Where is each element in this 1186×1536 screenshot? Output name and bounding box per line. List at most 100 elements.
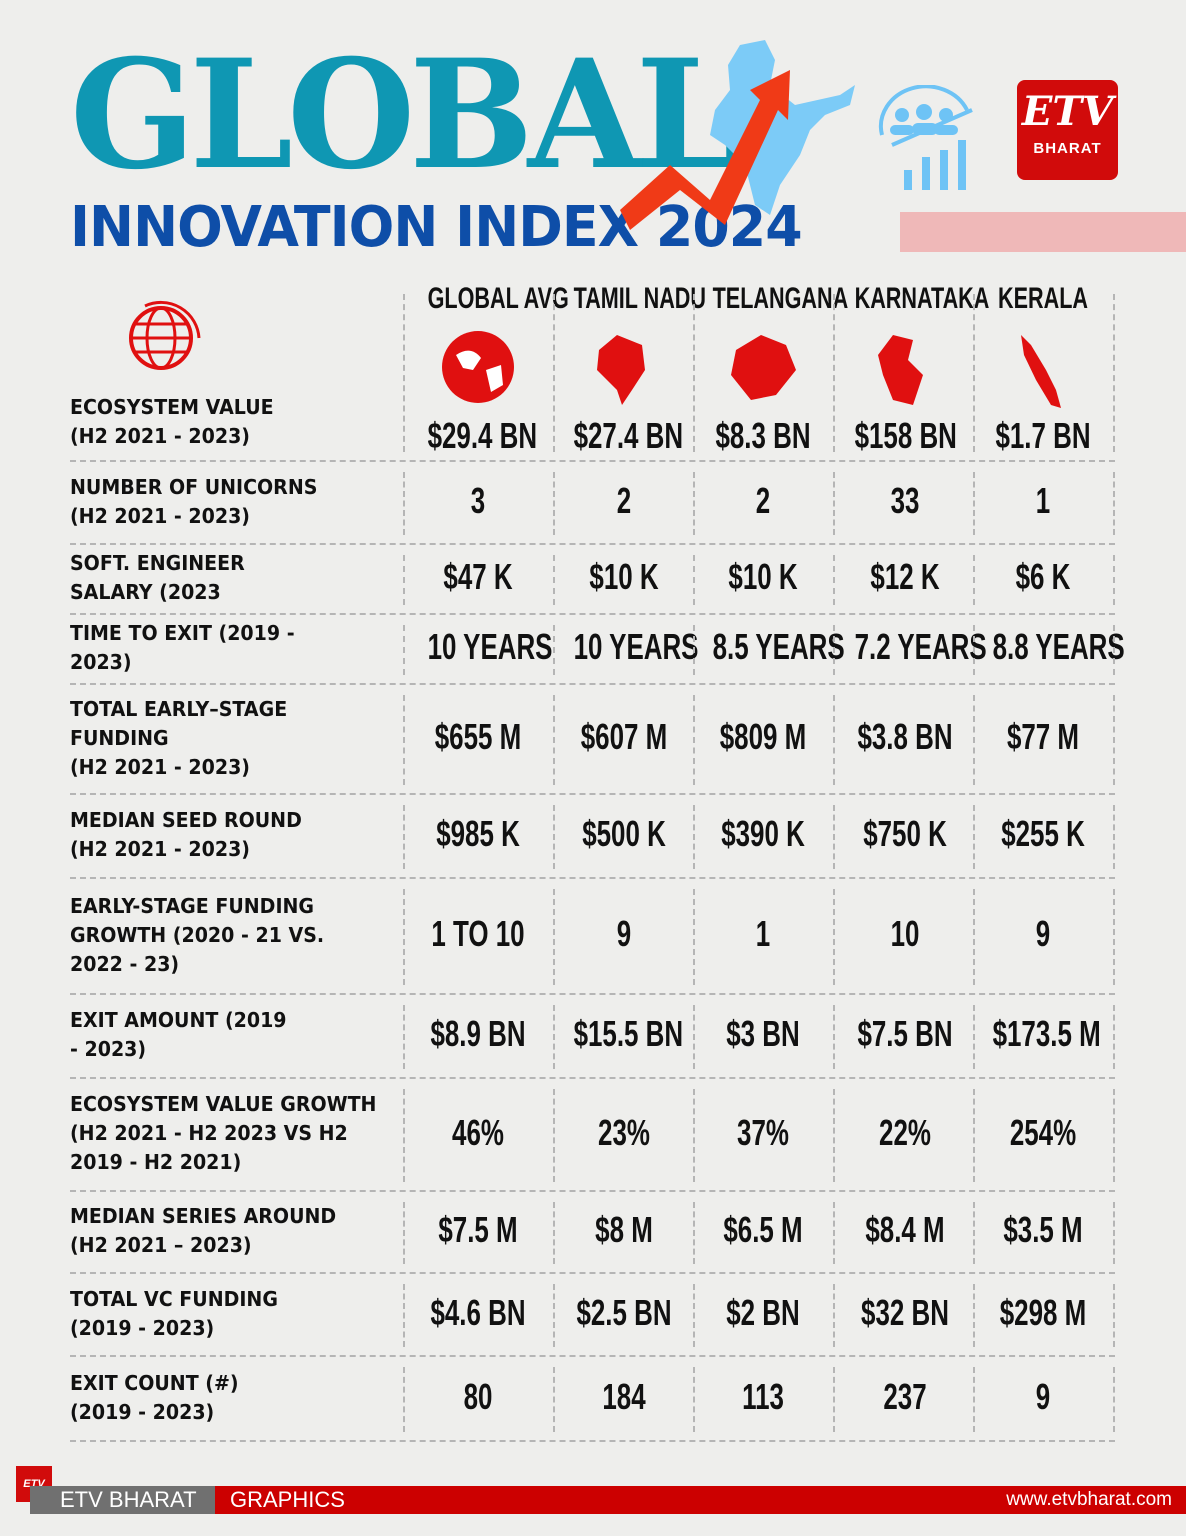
column-divider	[693, 1089, 695, 1182]
column-header-global-avg: GLOBAL AVG	[427, 282, 569, 315]
cell-telangana: 113	[742, 1375, 784, 1417]
cell-telangana: $8.3 BN	[715, 415, 811, 456]
row-label: TOTAL VC FUNDING (2019 - 2023)	[70, 1286, 278, 1340]
column-divider	[693, 695, 695, 785]
cell-karnataka: 237	[883, 1375, 927, 1417]
row-divider	[70, 1077, 1115, 1079]
footer-url: www.etvbharat.com	[1006, 1489, 1172, 1510]
column-header-tamil-nadu: TAMIL NADU	[573, 282, 706, 315]
cell-telangana: $809 M	[719, 716, 807, 757]
row-label: TIME TO EXIT (2019 - 2023)	[70, 621, 295, 674]
column-divider	[693, 625, 695, 675]
india-growth-arrow-icon	[620, 40, 855, 230]
column-divider	[973, 1005, 975, 1069]
column-divider	[833, 889, 835, 985]
cell-kerala: $3.5 M	[1003, 1209, 1083, 1250]
footer-section-bar	[215, 1486, 1186, 1514]
column-divider	[833, 294, 835, 452]
karnataka-map-icon	[878, 335, 923, 405]
cell-karnataka: $32 BN	[861, 1291, 949, 1333]
row-divider	[70, 877, 1115, 879]
cell-tamil-nadu: 23%	[598, 1111, 650, 1153]
row-label: SOFT. ENGINEER SALARY (2023	[70, 551, 245, 604]
cell-kerala: 8.8 YEARS	[992, 626, 1125, 667]
column-header-karnataka: KARNATAKA	[854, 282, 990, 315]
cell-global-avg: 10 YEARS	[427, 626, 553, 667]
footer-brand-bar	[30, 1486, 215, 1514]
cell-global-avg: 80	[463, 1375, 493, 1417]
column-divider	[553, 889, 555, 985]
globe-icon	[129, 300, 201, 370]
cell-telangana: $2 BN	[726, 1291, 800, 1333]
cell-karnataka: $7.5 BN	[857, 1013, 953, 1054]
column-divider	[1113, 294, 1115, 452]
cell-kerala: $173.5 M	[992, 1013, 1101, 1054]
column-divider	[553, 555, 555, 605]
column-divider	[833, 695, 835, 785]
row-label: ECOSYSTEM VALUE GROWTH (H2 2021 - H2 202…	[70, 1092, 377, 1174]
column-divider	[833, 625, 835, 675]
cell-karnataka: 7.2 YEARS	[854, 626, 987, 667]
column-divider	[973, 472, 975, 535]
cell-telangana: $3 BN	[726, 1013, 800, 1054]
column-divider	[833, 805, 835, 869]
cell-karnataka: $158 BN	[854, 415, 957, 456]
column-divider	[403, 805, 405, 869]
footer-section: GRAPHICS	[230, 1487, 345, 1512]
cell-global-avg: $985 K	[436, 813, 520, 854]
cell-global-avg: $7.5 M	[438, 1209, 518, 1250]
cell-telangana: $6.5 M	[723, 1209, 803, 1250]
column-divider	[403, 1284, 405, 1347]
column-divider	[553, 805, 555, 869]
cell-tamil-nadu: 2	[616, 479, 632, 521]
column-divider	[553, 1284, 555, 1347]
column-divider	[833, 1367, 835, 1432]
column-divider	[553, 1202, 555, 1264]
column-divider	[693, 889, 695, 985]
cell-tamil-nadu: 184	[602, 1375, 646, 1417]
column-divider	[973, 889, 975, 985]
column-divider	[693, 294, 695, 452]
column-divider	[403, 294, 405, 452]
column-divider	[973, 1202, 975, 1264]
cell-global-avg: 46%	[452, 1111, 504, 1153]
cell-global-avg: $47 K	[443, 556, 513, 597]
cell-tamil-nadu: $500 K	[582, 813, 666, 854]
cell-telangana: 2	[755, 479, 771, 521]
column-divider	[403, 889, 405, 985]
cell-telangana: 37%	[737, 1111, 789, 1153]
cell-global-avg: $655 M	[434, 716, 522, 757]
column-divider	[693, 1284, 695, 1347]
column-divider	[403, 1005, 405, 1069]
cell-kerala: $77 M	[1006, 716, 1080, 757]
column-divider	[403, 625, 405, 675]
column-divider	[1113, 472, 1115, 535]
row-label: EXIT AMOUNT (2019 - 2023)	[70, 1008, 287, 1061]
column-divider	[693, 1202, 695, 1264]
cell-kerala: $255 K	[1001, 813, 1085, 854]
column-divider	[1113, 1284, 1115, 1347]
column-divider	[1113, 805, 1115, 869]
row-divider	[70, 613, 1115, 615]
row-divider	[70, 683, 1115, 685]
cell-karnataka: $12 K	[870, 556, 940, 597]
row-divider	[70, 1190, 1115, 1192]
row-label: EARLY-STAGE FUNDING GROWTH (2020 - 21 VS…	[70, 893, 325, 976]
column-divider	[973, 625, 975, 675]
row-label: MEDIAN SEED ROUND (H2 2021 - 2023)	[70, 808, 302, 861]
row-divider	[70, 1272, 1115, 1274]
column-divider	[833, 1202, 835, 1264]
cell-kerala: 9	[1035, 913, 1051, 954]
kerala-map-icon	[1021, 335, 1061, 408]
cell-tamil-nadu: $27.4 BN	[573, 415, 684, 456]
column-divider	[833, 555, 835, 605]
column-divider	[1113, 1367, 1115, 1432]
column-divider	[833, 1005, 835, 1069]
cell-tamil-nadu: 10 YEARS	[573, 626, 699, 667]
cell-kerala: 9	[1035, 1375, 1051, 1417]
cell-telangana: 1	[755, 913, 771, 954]
column-divider	[693, 1005, 695, 1069]
cell-karnataka: $750 K	[863, 813, 947, 854]
column-divider	[973, 1367, 975, 1432]
column-divider	[973, 1089, 975, 1182]
